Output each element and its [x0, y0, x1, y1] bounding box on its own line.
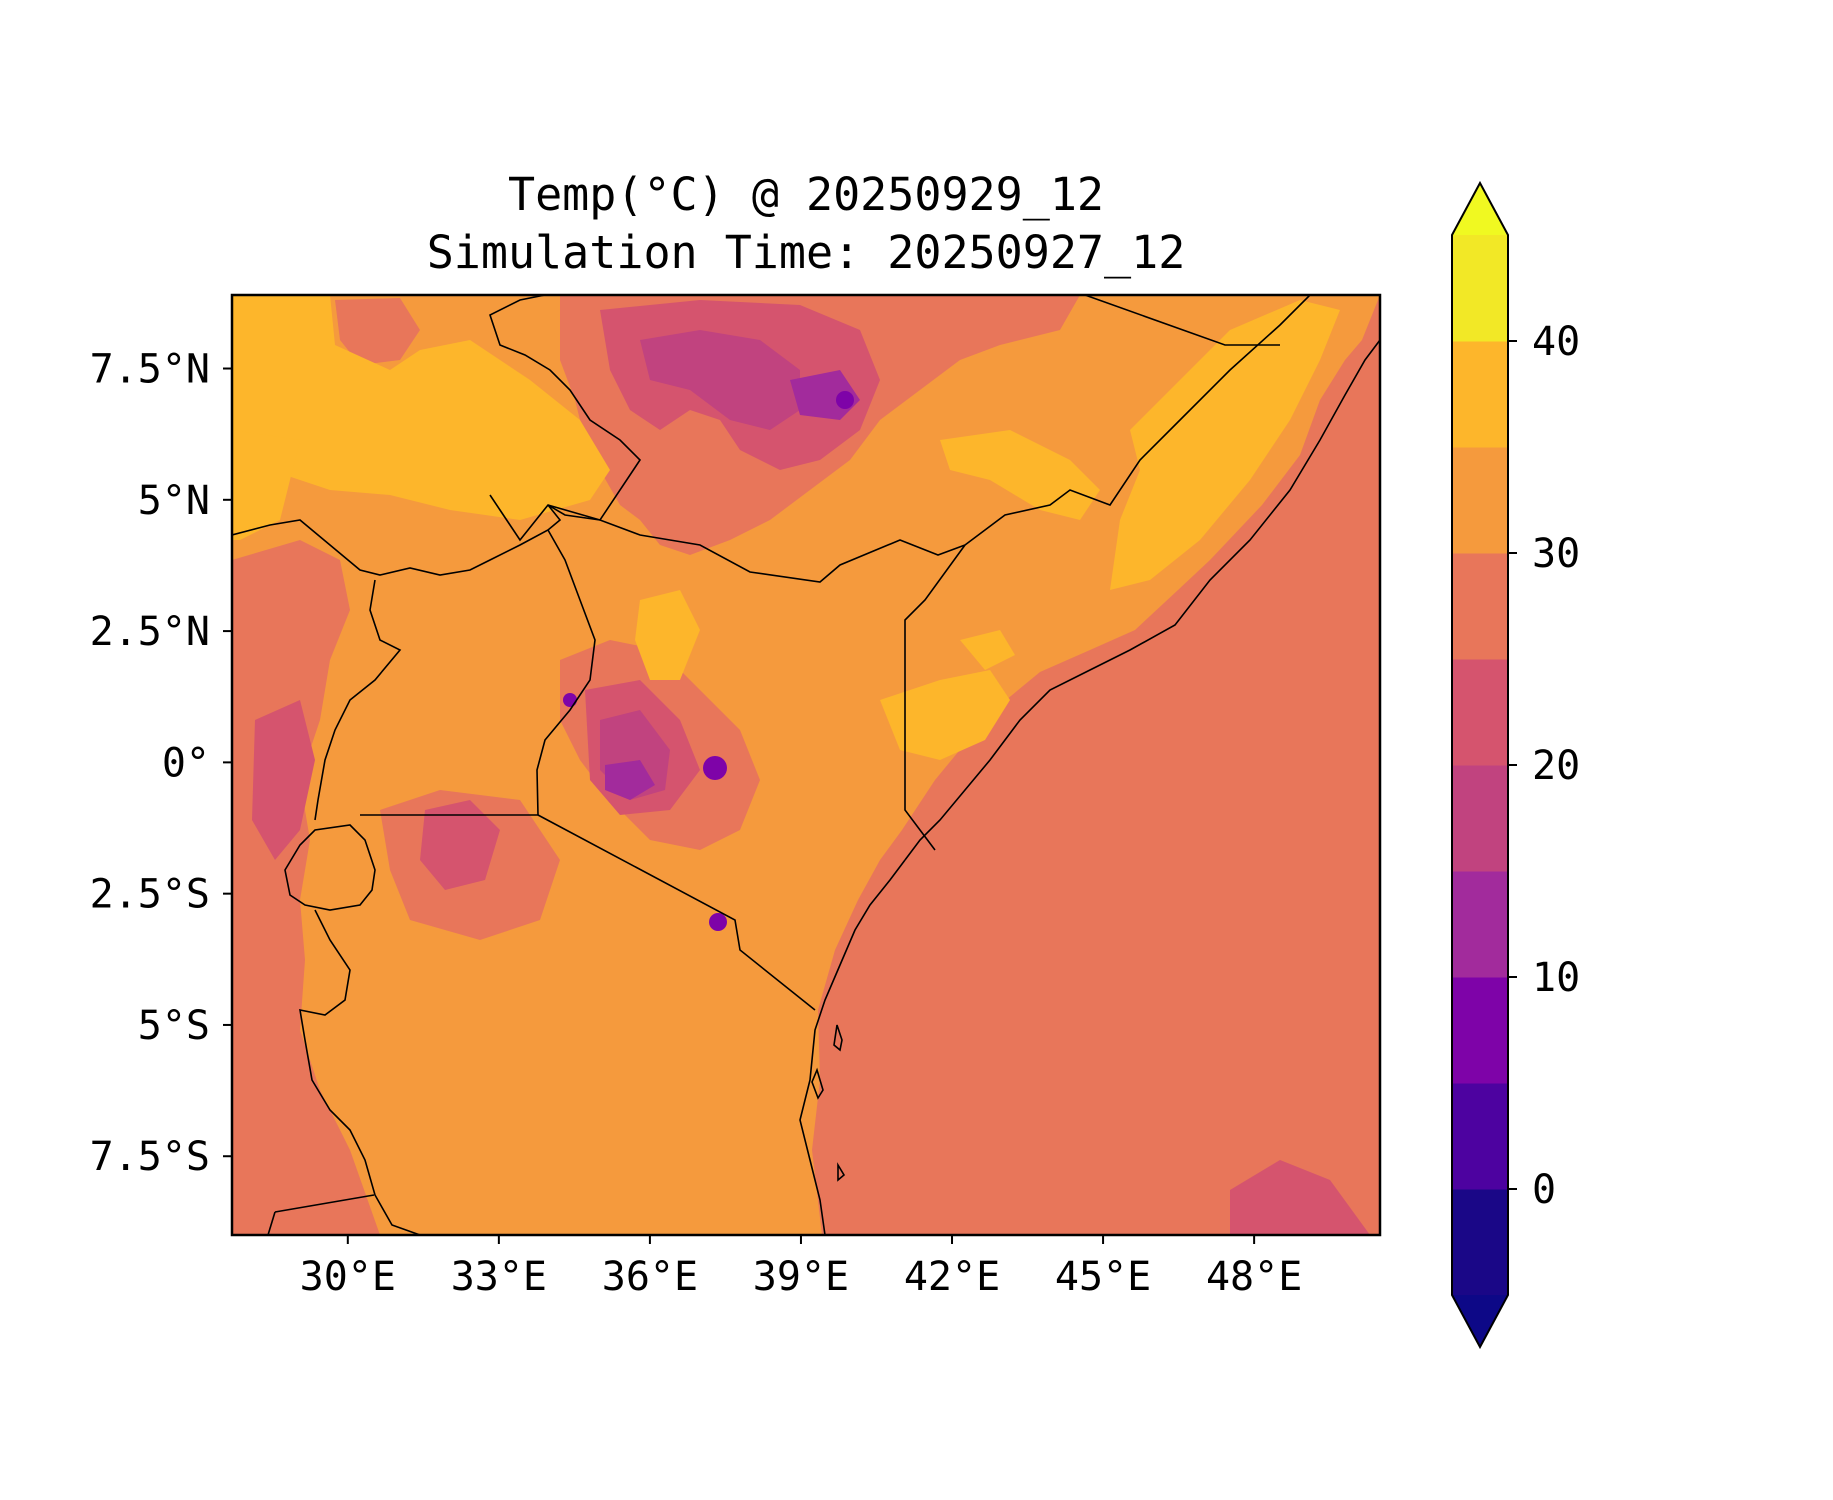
colorbar-segment [1452, 447, 1508, 554]
field-ethiopia-15-20 [640, 330, 800, 430]
field-ocean-25-30 [812, 295, 1380, 1235]
lat-tick-label: 0° [162, 740, 210, 786]
lon-ticks: 30°E 33°E 36°E 39°E 42°E 45°E 48°E [300, 1235, 1302, 1300]
colorbar-segment [1452, 1189, 1508, 1296]
field-se-20-25 [1230, 1160, 1370, 1235]
colorbar-segment [1452, 765, 1508, 872]
island-pemba [811, 1067, 824, 1100]
title-line-2: Simulation Time: 20250927_12 [427, 226, 1186, 279]
field-kenya-10-15 [605, 760, 655, 800]
colorbar-tick-label: 20 [1532, 743, 1580, 789]
border-tanzania-drc [299, 909, 421, 1235]
colorbar-ticks: 0 10 20 30 40 [1508, 319, 1580, 1213]
colorbar-over-extension [1452, 183, 1508, 235]
colorbar-segment [1452, 977, 1508, 1084]
island-mafia [837, 1162, 846, 1182]
colorbar-segment [1452, 235, 1508, 342]
field-kilimanjaro-5-10 [703, 756, 727, 780]
lat-tick-label: 2.5°S [90, 872, 210, 918]
border-zambia-drc [267, 1211, 276, 1235]
lat-tick-label: 5°N [138, 478, 210, 524]
colorbar-segment [1452, 871, 1508, 978]
field-kenya-east-35-40 [880, 670, 1010, 760]
colorbar-outline [1451, 180, 1509, 1350]
lon-tick-label: 30°E [300, 1254, 396, 1300]
map-area[interactable] [230, 293, 1382, 1237]
border-ethiopia-south [547, 504, 966, 583]
colorbar-segment [1452, 1083, 1508, 1190]
field-somalia-35-40 [1110, 300, 1340, 590]
lat-tick-label: 5°S [138, 1003, 210, 1049]
lon-tick-label: 48°E [1206, 1254, 1302, 1300]
colorbar-segment [1452, 659, 1508, 766]
lon-tick-label: 36°E [602, 1254, 698, 1300]
field-nw-patch [335, 298, 420, 365]
lat-tick-label: 7.5°S [90, 1134, 210, 1180]
coastline-somalia [904, 339, 1380, 861]
lon-tick-label: 45°E [1055, 1254, 1151, 1300]
colorbar-tick-label: 30 [1532, 531, 1580, 577]
colorbar-under-extension [1452, 1295, 1508, 1347]
border-rwanda-burundi [284, 824, 376, 911]
map-frame [230, 293, 1382, 1237]
colorbar-tick-label: 0 [1532, 1167, 1556, 1213]
colorbar-tick-label: 10 [1532, 955, 1580, 1001]
border-ss-north [489, 295, 642, 542]
field-ethiopia-5-10 [836, 391, 854, 409]
field-meru-5-10 [709, 913, 727, 931]
field-kenya-east2-35-40 [960, 630, 1015, 670]
country-borders [232, 295, 1380, 1235]
field-w-strip-35-40 [232, 430, 300, 540]
lat-ticks: 7.5°N 5°N 2.5°N 0° 2.5°S 5°S 7.5°S [90, 347, 232, 1180]
colorbar-segment [1452, 553, 1508, 660]
border-south-sudan [232, 504, 562, 576]
colorbar-tick-label: 40 [1532, 319, 1580, 365]
border-uganda-kenya [536, 529, 596, 816]
field-elgon-5-10 [563, 693, 577, 707]
field-rift-w-20-25 [252, 700, 315, 860]
field-tz-20-25 [420, 800, 500, 890]
island-zanzibar [833, 1024, 843, 1052]
colorbar-segment [1452, 341, 1508, 448]
lon-tick-label: 42°E [904, 1254, 1000, 1300]
field-west-rift-25-30 [232, 540, 380, 1235]
border-kenya-somalia [904, 544, 966, 851]
lon-tick-label: 39°E [753, 1254, 849, 1300]
border-djibouti [1084, 295, 1280, 346]
field-n-central-35-40 [635, 590, 700, 680]
field-nile-35-40 [232, 295, 610, 520]
border-kenya-tanzania [537, 814, 816, 1011]
lat-tick-label: 7.5°N [90, 347, 210, 393]
coastline-kenya-tz [799, 859, 906, 1235]
border-uganda-drc [314, 579, 402, 821]
border-ethiopia-somalia [964, 295, 1311, 546]
colorbar [1451, 180, 1509, 1350]
border-zambia-tanzania [274, 1194, 375, 1213]
title-line-1: Temp(°C) @ 20250929_12 [508, 168, 1104, 221]
lon-tick-label: 33°E [451, 1254, 547, 1300]
lat-tick-label: 2.5°N [90, 609, 210, 655]
